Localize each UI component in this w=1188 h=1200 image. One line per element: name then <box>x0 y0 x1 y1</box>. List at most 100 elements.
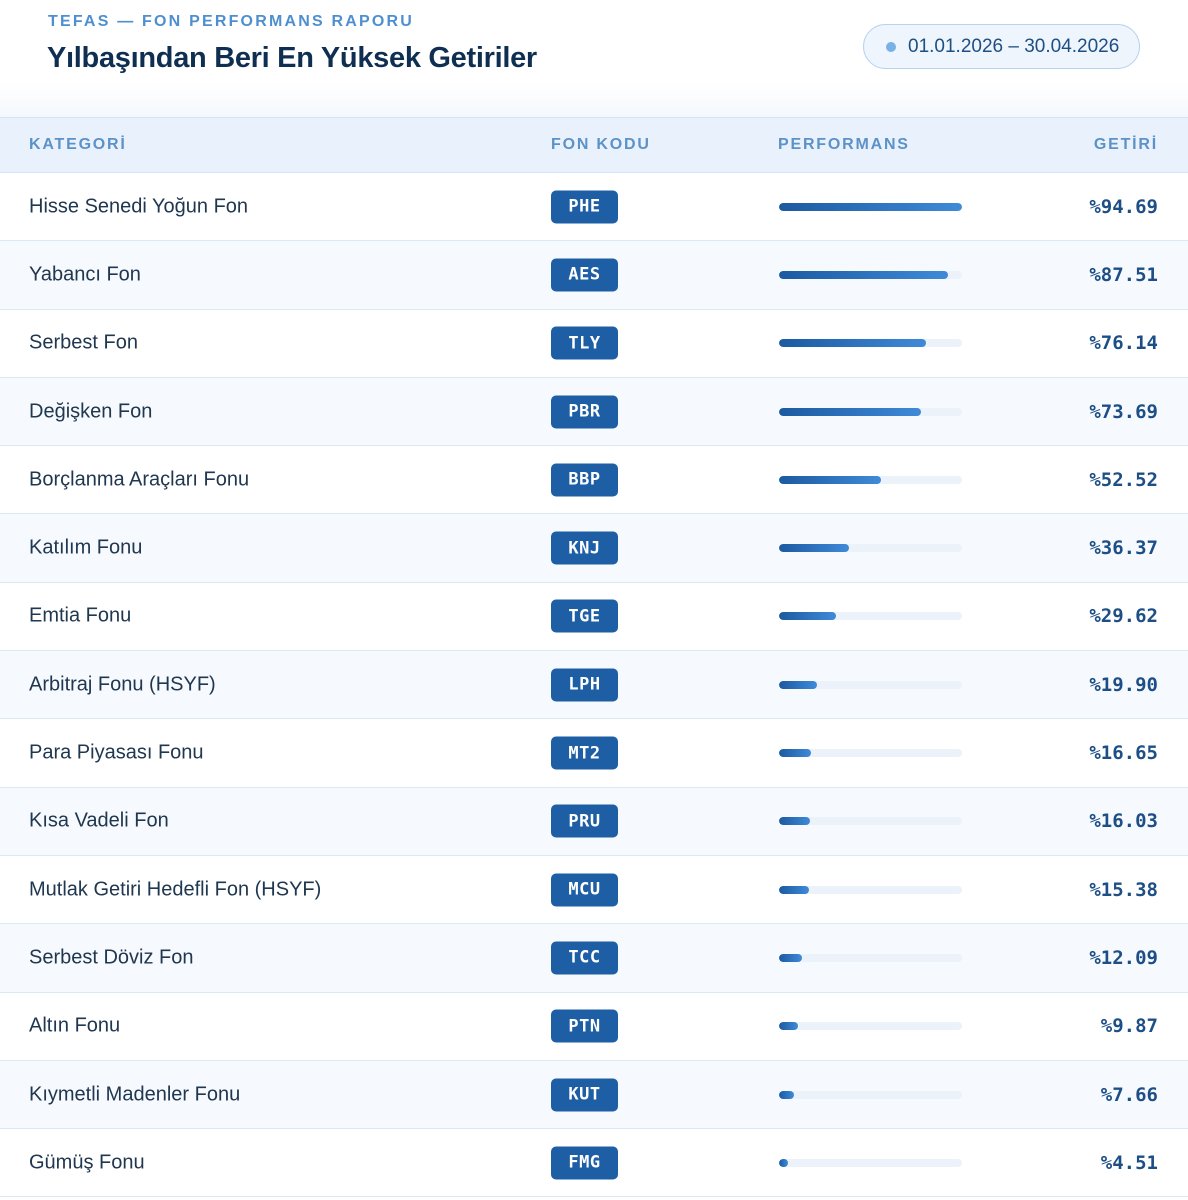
fund-code-badge[interactable]: KNJ <box>551 531 618 565</box>
fund-return: %19.90 <box>1089 673 1158 696</box>
table-row[interactable]: Değişken Fon PBR %73.69 <box>0 377 1188 447</box>
fund-category: Yabancı Fon <box>29 263 141 286</box>
performance-bar-track <box>779 270 962 279</box>
fund-category: Borçlanma Araçları Fonu <box>29 468 250 491</box>
table-row[interactable]: Hisse Senedi Yoğun Fon PHE %94.69 <box>0 173 1188 242</box>
fund-code-badge[interactable]: KUT <box>551 1078 618 1111</box>
table-header: KATEGORİ FON KODU PERFORMANS GETİRİ <box>0 117 1188 173</box>
fund-return: %73.69 <box>1089 400 1158 423</box>
fund-category: Serbest Fon <box>29 331 138 354</box>
fund-code-badge[interactable]: MT2 <box>551 736 618 770</box>
fund-code-badge[interactable]: PTN <box>551 1009 618 1043</box>
performance-bar-fill <box>779 339 927 348</box>
performance-bar-fill <box>779 885 809 894</box>
date-range-pill[interactable]: 01.01.2026 – 30.04.2026 <box>863 24 1140 69</box>
column-header-performance[interactable]: PERFORMANS <box>778 136 910 153</box>
fund-category: Gümüş Fonu <box>29 1151 145 1174</box>
fund-return: %36.37 <box>1089 537 1158 560</box>
table-row[interactable]: Borçlanma Araçları Fonu BBP %52.52 <box>0 446 1188 515</box>
performance-bar-fill <box>779 1090 794 1099</box>
fund-code-badge[interactable]: LPH <box>551 668 618 702</box>
table-row[interactable]: Yabancı Fon AES %87.51 <box>0 241 1188 310</box>
fund-code-badge[interactable]: TLY <box>551 326 618 360</box>
column-header-category[interactable]: KATEGORİ <box>29 136 127 153</box>
performance-bar-fill <box>779 1022 799 1031</box>
table-row[interactable]: Serbest Fon TLY %76.14 <box>0 309 1188 378</box>
fund-category: Kıymetli Madenler Fonu <box>29 1083 241 1105</box>
fund-category: Emtia Fonu <box>29 604 132 627</box>
fund-code-badge[interactable]: TCC <box>551 941 618 975</box>
fund-return: %12.09 <box>1089 946 1158 969</box>
report-header: TEFAS — FON PERFORMANS RAPORU Yılbaşında… <box>0 0 1188 117</box>
column-header-code[interactable]: FON KODU <box>551 136 651 153</box>
performance-bar-track <box>779 407 962 416</box>
performance-bar-track <box>779 817 962 826</box>
performance-bar-track <box>779 1022 962 1031</box>
performance-bar-track <box>779 544 962 553</box>
performance-bar-track <box>779 1158 962 1167</box>
fund-return: %76.14 <box>1089 332 1158 355</box>
fund-code-badge[interactable]: TGE <box>551 599 618 633</box>
performance-bar-track <box>779 339 962 348</box>
performance-bar-fill <box>779 202 962 211</box>
fund-return: %4.51 <box>1100 1151 1158 1174</box>
performance-bar-fill <box>779 953 803 962</box>
fund-return: %16.65 <box>1089 742 1158 765</box>
performance-bar-track <box>779 953 962 962</box>
table-row[interactable]: Serbest Döviz Fon TCC %12.09 <box>0 924 1188 993</box>
performance-bar-track <box>779 885 962 894</box>
fund-code-badge[interactable]: PHE <box>551 190 618 224</box>
table-row[interactable]: Altın Fonu PTN %9.87 <box>0 992 1188 1061</box>
performance-bar-track <box>779 680 962 689</box>
table-row[interactable]: Gümüş Fonu FMG %4.51 <box>0 1129 1188 1198</box>
table-body: Hisse Senedi Yoğun Fon PHE %94.69 Yabancı F… <box>0 173 1188 1198</box>
fund-category: Değişken Fon <box>29 400 153 423</box>
performance-bar-track <box>779 612 962 621</box>
table-row[interactable]: Para Piyasası Fonu MT2 %16.65 <box>0 719 1188 788</box>
fund-return: %29.62 <box>1089 605 1158 628</box>
returns-table: KATEGORİ FON KODU PERFORMANS GETİRİ Hiss… <box>0 117 1188 1198</box>
performance-bar-fill <box>779 612 837 621</box>
table-row[interactable]: Mutlak Getiri Hedefli Fon (HSYF) MCU %15.3… <box>0 855 1188 925</box>
fund-code-badge[interactable]: FMG <box>551 1146 618 1180</box>
performance-bar-track <box>779 1090 962 1099</box>
column-header-return[interactable]: GETİRİ <box>1093 136 1158 153</box>
fund-code-badge[interactable]: PRU <box>551 804 618 838</box>
table-row[interactable]: Emtia Fonu TGE %29.62 <box>0 582 1188 652</box>
performance-bar-track <box>779 202 962 211</box>
date-dot-icon <box>886 41 896 52</box>
fund-return: %52.52 <box>1089 468 1158 491</box>
fund-return: %94.69 <box>1089 195 1158 218</box>
fund-category: Para Piyasası Fonu <box>29 741 204 764</box>
fund-return: %9.87 <box>1100 1015 1158 1038</box>
fund-category: Kısa Vadeli Fon <box>29 809 169 832</box>
performance-bar-fill <box>779 749 812 758</box>
fund-return: %7.66 <box>1100 1083 1158 1106</box>
fund-code-badge[interactable]: MCU <box>551 873 618 907</box>
table-row[interactable]: Kıymetli Madenler Fonu KUT %7.66 <box>0 1060 1188 1130</box>
fund-code-badge[interactable]: PBR <box>551 395 618 429</box>
report-eyebrow: TEFAS — FON PERFORMANS RAPORU <box>48 13 415 30</box>
fund-category: Katılım Fonu <box>29 536 143 559</box>
performance-bar-fill <box>779 475 881 484</box>
page-title: Yılbaşından Beri En Yüksek Getiriler <box>47 42 537 74</box>
fund-code-badge[interactable]: AES <box>551 258 618 292</box>
performance-bar-track <box>779 749 962 758</box>
fund-category: Arbitraj Fonu (HSYF) <box>29 673 216 696</box>
table-row[interactable]: Arbitraj Fonu (HSYF) LPH %19.90 <box>0 651 1188 720</box>
table-row[interactable]: Kısa Vadeli Fon PRU %16.03 <box>0 787 1188 856</box>
performance-bar-track <box>779 475 962 484</box>
fund-category: Hisse Senedi Yoğun Fon <box>29 195 249 218</box>
performance-bar-fill <box>779 1158 788 1167</box>
fund-return: %15.38 <box>1089 878 1158 901</box>
table-row[interactable]: Katılım Fonu KNJ %36.37 <box>0 514 1188 583</box>
date-range-text: 01.01.2026 – 30.04.2026 <box>908 35 1120 57</box>
performance-bar-fill <box>779 680 818 689</box>
fund-category: Serbest Döviz Fon <box>29 946 194 969</box>
fund-return: %16.03 <box>1089 810 1158 833</box>
performance-bar-fill <box>779 407 922 416</box>
performance-bar-fill <box>779 270 949 279</box>
fund-category: Altın Fonu <box>29 1014 121 1037</box>
performance-bar-fill <box>779 817 810 826</box>
fund-code-badge[interactable]: BBP <box>551 463 618 497</box>
